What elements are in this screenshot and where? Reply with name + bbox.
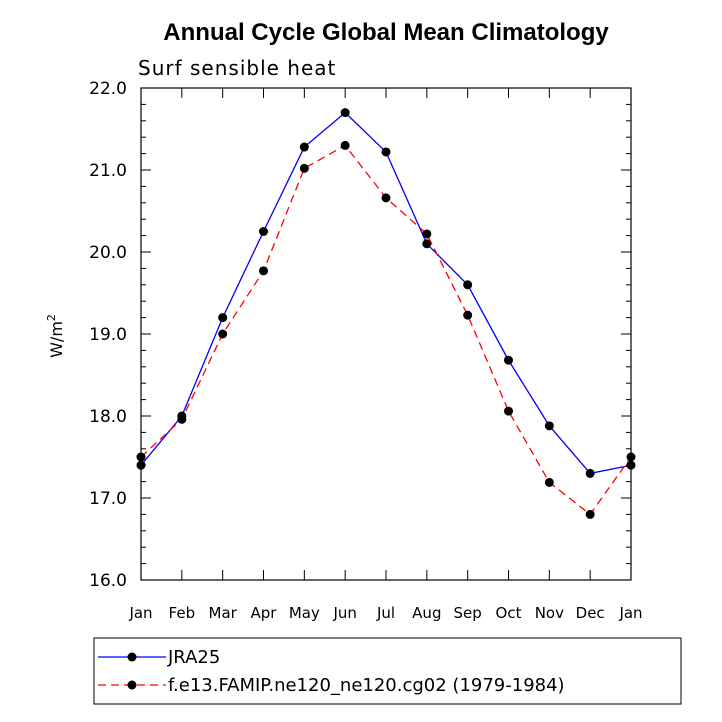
data-point (585, 468, 595, 478)
data-point (259, 266, 268, 276)
x-tick-label: Jul (376, 604, 395, 622)
legend-item: JRA25 (98, 647, 220, 668)
data-point (381, 193, 391, 203)
x-tick-label: Mar (209, 604, 238, 622)
chart-subtitle: Surf sensible heat (138, 56, 336, 80)
data-point (381, 147, 391, 157)
x-tick-label: Apr (251, 604, 278, 622)
data-point (177, 414, 187, 424)
x-axis: Jan Feb Mar Apr May Jun Jul Aug Sep Oct Nov Dec Jan (128, 88, 643, 622)
y-tick-label: 18.0 (89, 407, 127, 427)
data-point (259, 227, 268, 236)
data-point (340, 108, 350, 118)
x-tick-label: Dec (576, 604, 605, 622)
legend-marker (127, 652, 137, 662)
data-point (218, 313, 228, 323)
legend: JRA25 f.e13.FAMIP.ne120_ne120.cg02 (1979-… (93, 637, 682, 705)
series-1 (136, 108, 636, 478)
x-tick-label: Oct (496, 604, 522, 622)
x-tick-label: Aug (412, 604, 441, 622)
data-point (299, 163, 309, 173)
data-point (463, 280, 473, 290)
y-axis-label-superscript: 2 (45, 314, 58, 321)
legend-item: f.e13.FAMIP.ne120_ne120.cg02 (1979-1984) (98, 675, 565, 696)
data-point (299, 142, 309, 152)
data-point (218, 329, 228, 339)
data-point (136, 452, 146, 462)
y-tick-label: 21.0 (89, 161, 127, 181)
data-point (544, 477, 554, 487)
data-point (136, 460, 146, 470)
data-point (626, 452, 636, 462)
data-point (340, 140, 350, 150)
legend-marker (127, 680, 137, 690)
x-tick-label: Jan (128, 604, 152, 622)
x-tick-label: Feb (169, 604, 196, 622)
series-layer (136, 108, 636, 519)
legend-label: f.e13.FAMIP.ne120_ne120.cg02 (1979-1984) (168, 675, 565, 696)
plot-area (140, 87, 632, 581)
series-2 (136, 140, 636, 519)
y-tick-label: 16.0 (89, 571, 127, 591)
data-point (422, 229, 432, 239)
data-point (504, 355, 513, 365)
x-tick-label: Jun (332, 604, 356, 622)
data-point (544, 421, 554, 431)
x-tick-label: May (289, 604, 320, 622)
y-axis: 16.0 17.0 18.0 19.0 20.0 21.0 22.0 (89, 79, 631, 591)
data-point (422, 239, 432, 249)
y-tick-label: 22.0 (89, 79, 127, 99)
y-tick-label: 17.0 (89, 489, 127, 509)
y-axis-label-base: W/m (47, 321, 66, 358)
x-tick-label: Sep (454, 604, 482, 622)
legend-label: JRA25 (167, 647, 220, 668)
data-point (463, 310, 473, 320)
y-axis-label: W/m2 (45, 314, 66, 358)
plot-border (140, 87, 632, 581)
y-tick-label: 20.0 (89, 243, 127, 263)
chart-title: Annual Cycle Global Mean Climatology (163, 19, 609, 46)
legend-box (93, 637, 682, 705)
x-tick-label: Nov (535, 604, 564, 622)
series-line (140, 111, 632, 475)
data-point (626, 460, 636, 470)
data-point (585, 509, 595, 519)
x-tick-label: Jan (618, 604, 642, 622)
data-point (504, 406, 513, 416)
y-tick-label: 19.0 (89, 325, 127, 345)
